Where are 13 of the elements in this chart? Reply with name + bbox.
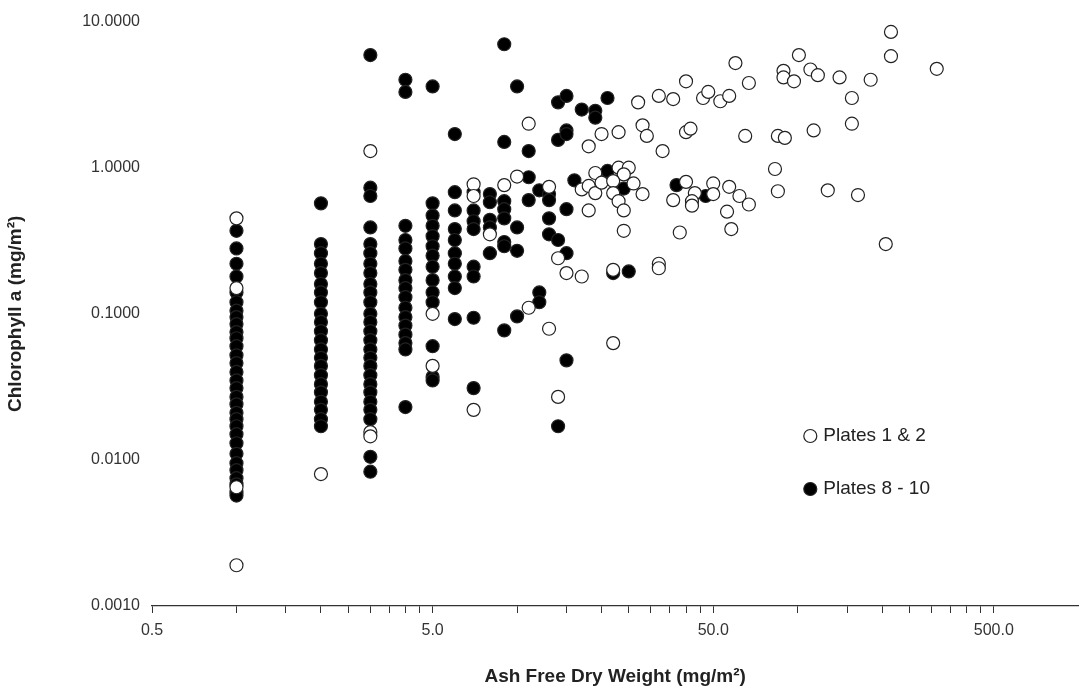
y-axis-title: Chlorophyll a (mg/m²) xyxy=(3,215,25,412)
x-tick-label: 0.5 xyxy=(140,621,164,639)
y-tick-label: 10.0000 xyxy=(82,12,141,30)
legend-label: Plates 8 - 10 xyxy=(823,477,930,499)
y-tick-label: 0.1000 xyxy=(91,304,141,322)
x-tick-label: 5.0 xyxy=(421,621,444,639)
x-tick-label: 50.0 xyxy=(697,621,729,639)
legend-label: Plates 1 & 2 xyxy=(823,424,926,446)
x-axis-title: Ash Free Dry Weight (mg/m²) xyxy=(484,664,746,686)
x-tick-label: 500.0 xyxy=(973,621,1014,639)
y-tick-label: 0.0100 xyxy=(91,450,141,468)
y-tick-label: 0.0010 xyxy=(91,596,141,614)
y-tick-label: 1.0000 xyxy=(91,158,141,176)
